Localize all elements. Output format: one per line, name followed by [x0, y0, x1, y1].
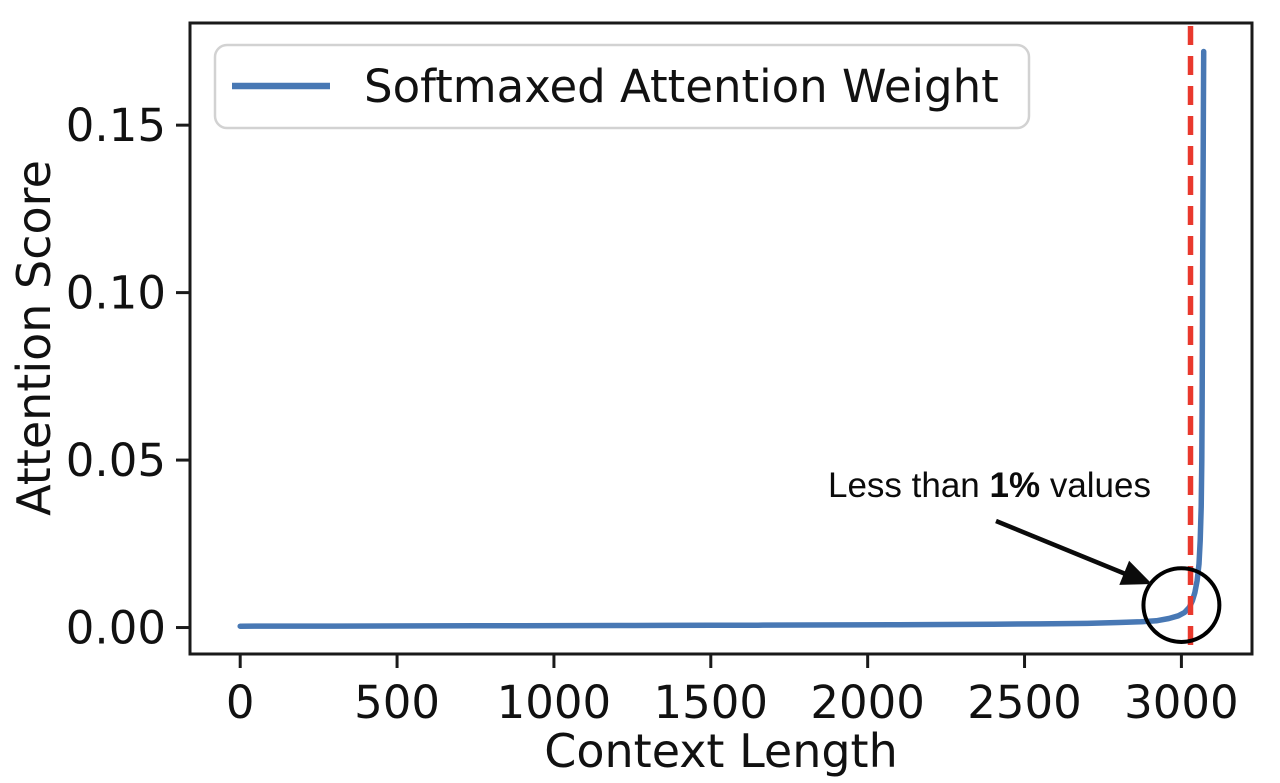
annotation-arrow-head: [1119, 560, 1152, 585]
legend: Softmaxed Attention Weight: [213, 43, 1031, 130]
annotation-arrow-shaft: [995, 518, 1129, 578]
y-tick-label: 0.10: [66, 267, 166, 320]
x-axis-label: Context Length: [544, 724, 898, 778]
annotation-label-suffix: values: [1040, 466, 1151, 505]
legend-frame: [213, 43, 1031, 130]
annotation-label-bold: 1%: [990, 466, 1041, 505]
y-tick-label: 0.15: [66, 99, 166, 152]
annotation-label-prefix: Less than: [828, 466, 990, 505]
plot-border: [188, 21, 1254, 656]
x-tick-label: 1000: [497, 676, 612, 729]
x-tick-label: 3000: [1124, 676, 1239, 729]
y-tick-label: 0.05: [66, 434, 166, 487]
series-line-softmaxed-attention-weight: [237, 48, 1207, 629]
annotation-group: Less than 1% values: [828, 466, 1152, 585]
chart-generated-layer: 0 500 1000 1500 2000 2500 3000 0.00 0.05 0.10 0.15: [66, 26, 1239, 729]
x-tick-label: 1500: [654, 676, 769, 729]
legend-entry-label: Softmaxed Attention Weight: [364, 60, 999, 113]
annotation-label: Less than 1% values: [828, 466, 1151, 505]
x-tick-label: 500: [354, 676, 440, 729]
x-tick-label: 0: [226, 676, 255, 729]
annotation-circle: [1141, 566, 1222, 644]
y-axis-label: Attention Score: [7, 160, 61, 516]
x-tick-label: 2000: [810, 676, 925, 729]
x-tick-label: 2500: [967, 676, 1082, 729]
y-tick-label: 0.00: [66, 602, 166, 655]
